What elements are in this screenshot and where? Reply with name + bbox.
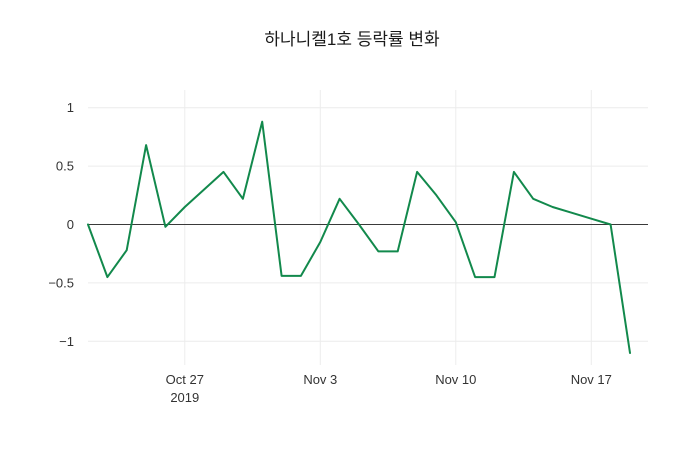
x-tick-label: Oct 27 [166,372,204,387]
x-tick-label: Nov 17 [571,372,612,387]
x-tick-label: Nov 10 [435,372,476,387]
series-line [87,120,631,354]
y-tick-label: −1 [59,334,74,349]
chart-title: 하나니켈1호 등락률 변화 [264,30,440,49]
x-tick-label: Nov 3 [303,372,337,387]
y-tick-label: −0.5 [48,275,74,290]
y-tick-label: 0 [67,217,74,232]
y-tick-label: 1 [67,100,74,115]
y-tick-label: 0.5 [56,159,74,174]
x-tick-sublabel: 2019 [170,390,199,405]
chart-plot: 1 0.5 0 −0.5 −1 Oct 27 2019 Nov 3 Nov 10 Nov 17 [48,90,648,405]
